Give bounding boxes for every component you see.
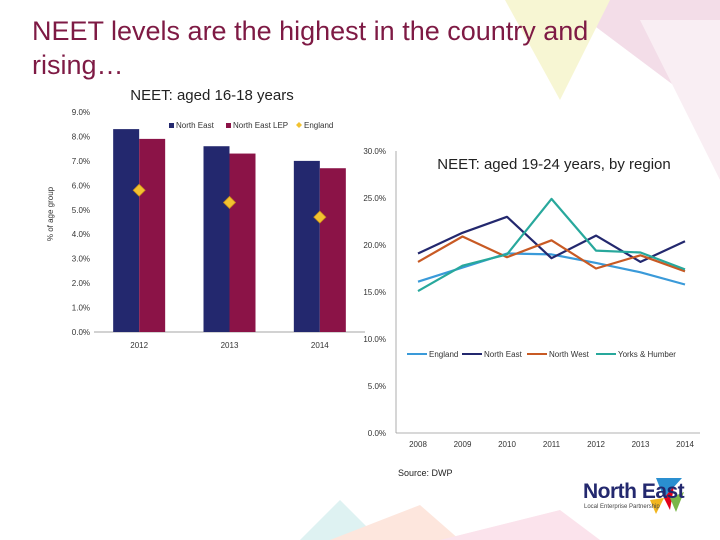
legend-swatch <box>296 122 302 128</box>
logo-name: North East <box>583 480 685 503</box>
bar-north-east <box>113 129 140 332</box>
bar-y-tick-label: 3.0% <box>72 255 90 264</box>
legend-label: Yorks & Humber <box>618 350 676 359</box>
bar-chart-title: NEET: aged 16-18 years <box>130 87 293 104</box>
bar-north-east-lep <box>139 138 166 332</box>
bar-y-tick-label: 4.0% <box>72 230 90 239</box>
slide-title-line-1: NEET levels are the highest in the count… <box>32 16 589 46</box>
line-y-tick-label: 25.0% <box>363 194 386 203</box>
line-y-tick-label: 10.0% <box>363 335 386 344</box>
slide-title-line-2: rising… <box>32 50 124 80</box>
bar-y-tick-label: 5.0% <box>72 206 90 215</box>
line-x-tick-label: 2010 <box>498 440 516 449</box>
bar-north-east-lep <box>319 168 346 332</box>
bar-x-tick-label: 2013 <box>221 341 239 350</box>
line-x-tick-label: 2012 <box>587 440 605 449</box>
bottom-shape-pink <box>440 510 600 540</box>
series-line-yorks-humber <box>417 197 686 293</box>
bar-y-tick-label: 7.0% <box>72 157 90 166</box>
bar-north-east <box>293 160 320 332</box>
line-chart-axis: 0.0% 5.0% 10.0% 15.0% 20.0% 25.0% 30.0% 2008 200… <box>363 147 700 449</box>
bar-chart-marks <box>113 129 346 332</box>
series-line-north-east <box>417 215 686 263</box>
legend-swatch <box>169 123 174 128</box>
legend-label: North East LEP <box>233 121 288 130</box>
marker-england <box>222 195 237 210</box>
line-x-tick-label: 2013 <box>632 440 650 449</box>
corner-shape-light <box>640 20 720 180</box>
line-chart-legend: England North East North West Yorks & Humbe… <box>407 350 676 359</box>
bar-y-tick-label: 9.0% <box>72 108 90 117</box>
legend-label: England <box>429 350 458 359</box>
line-x-tick-label: 2014 <box>676 440 694 449</box>
legend-label: North East <box>484 350 523 359</box>
line-x-tick-label: 2008 <box>409 440 427 449</box>
corner-shape-yellow <box>505 0 610 100</box>
marker-england <box>132 183 146 197</box>
line-y-tick-label: 5.0% <box>368 382 386 391</box>
bottom-shape-peach <box>330 505 460 540</box>
bar-y-tick-label: 2.0% <box>72 279 90 288</box>
logo-tagline: Local Enterprise Partnership <box>584 504 660 510</box>
line-y-tick-label: 15.0% <box>363 288 386 297</box>
bar-north-east-lep <box>229 153 256 332</box>
source-note: Source: DWP <box>398 468 453 478</box>
bar-chart-legend: North East North East LEP England <box>169 121 333 130</box>
legend-label: England <box>304 121 333 130</box>
line-y-tick-label: 30.0% <box>363 147 386 156</box>
slide-title: NEET levels are the highest in the count… <box>32 14 672 82</box>
bar-north-east <box>203 146 230 332</box>
series-line-north-west <box>417 235 686 273</box>
legend-label: North West <box>549 350 590 359</box>
bar-y-tick-label: 0.0% <box>72 328 90 337</box>
line-x-tick-label: 2009 <box>454 440 472 449</box>
bar-x-tick-label: 2012 <box>130 341 148 350</box>
legend-label: North East <box>176 121 215 130</box>
line-x-tick-label: 2011 <box>543 440 561 449</box>
series-line-england <box>417 252 686 286</box>
marker-england <box>313 210 327 224</box>
bar-chart-y-axis-label: % of age group <box>46 186 55 241</box>
line-chart-marks <box>417 197 686 293</box>
bar-y-tick-label: 8.0% <box>72 132 90 141</box>
line-y-tick-label: 20.0% <box>363 241 386 250</box>
bar-y-tick-label: 6.0% <box>72 181 90 190</box>
line-y-tick-label: 0.0% <box>368 429 386 438</box>
logo-mark-icon <box>650 478 684 514</box>
line-chart-title: NEET: aged 19-24 years, by region <box>437 156 670 173</box>
legend-swatch <box>226 123 231 128</box>
bar-y-tick-label: 1.0% <box>72 304 90 313</box>
bar-x-tick-label: 2014 <box>311 341 329 350</box>
